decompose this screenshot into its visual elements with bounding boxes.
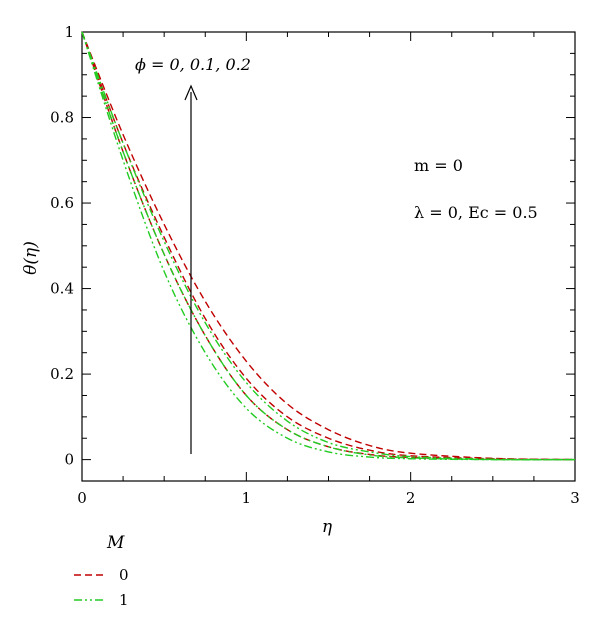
legend: 01	[74, 566, 129, 609]
y-tick-label: 0.6	[50, 194, 74, 212]
y-tick-label: 0.8	[50, 109, 74, 127]
x-tick-label: 1	[242, 489, 252, 507]
phi-annotation: ϕ = 0, 0.1, 0.2	[135, 55, 251, 74]
y-axis-title: θ(η)	[21, 241, 41, 275]
m-annotation: m = 0	[414, 156, 463, 175]
y-tick-label: 0.2	[50, 365, 74, 383]
series-line-M1-phi0_1	[81, 31, 576, 461]
legend-title: M	[106, 533, 125, 553]
plot-frame	[81, 31, 576, 482]
legend-label: 0	[119, 566, 129, 584]
y-tick-label: 0	[64, 451, 74, 469]
x-tick-label: 3	[570, 489, 580, 507]
y-tick-label: 1	[64, 23, 74, 41]
x-tick-label: 2	[406, 489, 416, 507]
legend-label: 1	[119, 591, 129, 609]
params-annotation: λ = 0, Ec = 0.5	[414, 203, 538, 222]
x-axis-title: η	[322, 517, 333, 537]
x-tick-label: 0	[77, 489, 87, 507]
series-line-M0-phi0_2	[81, 31, 576, 461]
series-layer	[81, 31, 576, 461]
series-line-M1-phi0_2	[81, 31, 576, 461]
series-line-M0-phi0_1	[81, 31, 576, 461]
y-tick-label: 0.4	[50, 280, 74, 298]
phi-arrow-head	[184, 84, 198, 101]
series-line-M1-phi0	[81, 31, 576, 461]
ticks-layer: 0 1 2 3 0 0.2 0.4 0.6 0.8 1	[50, 23, 580, 507]
series-line-M0-phi0	[81, 31, 576, 461]
